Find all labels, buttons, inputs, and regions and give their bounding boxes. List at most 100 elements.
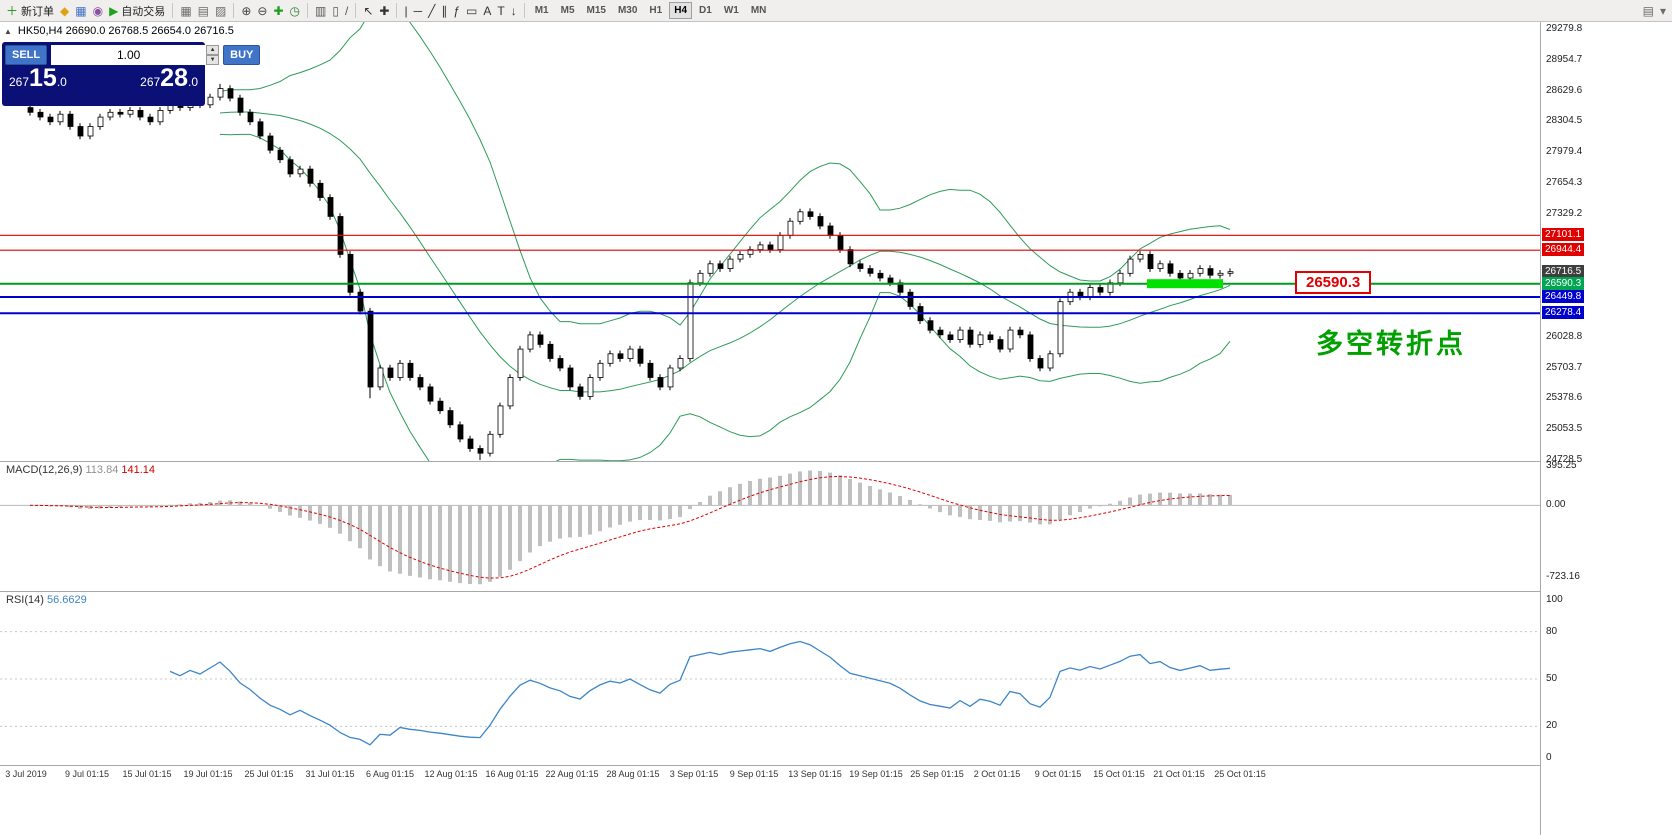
buy-button[interactable]: BUY — [223, 45, 261, 65]
fibonacci-icon[interactable]: ƒ — [450, 2, 463, 20]
one-click-toggle-icon[interactable]: ▲ — [4, 26, 12, 36]
price-tag: 26449.8 — [1542, 290, 1585, 303]
line-chart-icon[interactable]: / — [342, 2, 351, 20]
price-tick: 27979.4 — [1546, 146, 1583, 157]
price-tick: 24728.5 — [1546, 454, 1583, 465]
strategy-tester-icon[interactable]: ◉ — [90, 2, 106, 20]
profiles-icon[interactable]: ▨ — [212, 2, 229, 20]
toolbar-separator — [396, 3, 398, 18]
vertical-line-icon[interactable]: | — [401, 2, 410, 20]
cursor-icon[interactable]: ↖ — [360, 2, 376, 20]
crosshair-icon[interactable]: ✚ — [376, 2, 392, 20]
horizontal-line-objects[interactable] — [0, 234, 1540, 315]
time-label: 15 Jul 01:15 — [122, 769, 172, 779]
price-tag: 27101.1 — [1542, 228, 1585, 241]
zoom-out-icon: ⊖ — [257, 3, 268, 18]
price-tag: 26716.5 — [1542, 265, 1585, 278]
time-label: 16 Aug 01:15 — [485, 769, 539, 779]
price-tick: 28954.7 — [1546, 54, 1583, 65]
shapes-icon[interactable]: ▭ — [463, 2, 480, 20]
time-axis[interactable]: 3 Jul 2019 9 Jul 01:15 15 Jul 01:15 19 Jul … — [0, 766, 1540, 784]
sell-price: 26715.0 — [9, 64, 67, 92]
trendline-icon[interactable]: ╱ — [425, 2, 438, 20]
zoom-in-icon: ⊕ — [241, 3, 252, 18]
price-note-box[interactable]: 26590.3 — [1295, 271, 1372, 294]
new-order-icon: ＋ — [6, 3, 19, 18]
volume-down-button[interactable]: ▼ — [206, 55, 220, 65]
equidistant-channel-icon: ∥ — [441, 3, 448, 18]
expert-advisors-icon[interactable]: ◆ — [57, 2, 72, 20]
autotrading-button[interactable]: ▶ 自动交易 — [106, 2, 168, 20]
tile-windows-icon[interactable]: ▦ — [177, 2, 194, 20]
horizontal-line-icon: ─ — [413, 3, 423, 18]
price-tick: 27329.2 — [1546, 208, 1583, 219]
toolbar-separator — [355, 3, 357, 18]
chart-list-icon[interactable]: ▤ — [1640, 2, 1657, 20]
toolbar-separator — [523, 3, 525, 18]
time-label: 2 Oct 01:15 — [973, 769, 1021, 779]
equidistant-channel-icon[interactable]: ∥ — [438, 2, 450, 20]
price-tag: 26944.4 — [1542, 243, 1585, 256]
rsi-name: RSI(14) — [6, 594, 44, 606]
timeframe-m30-button[interactable]: M30 — [613, 2, 642, 19]
main-toolbar: ＋新订单 ◆ ▦ ◉ ▶ 自动交易 ▦ ▤ ▨ ⊕ ⊖ ✚ ◷ ▥ ▯ / ↖ ✚ | ─ ╱ ∥ ƒ ▭ A T ↓ M1 M5 M15… — [0, 0, 1672, 22]
indicators-icon[interactable]: ✚ — [270, 2, 286, 20]
zoom-out-icon[interactable]: ⊖ — [254, 2, 270, 20]
chart-list-icon: ▤ — [1642, 3, 1654, 18]
time-label: 19 Sep 01:15 — [849, 769, 903, 779]
price-tick: 29279.8 — [1546, 23, 1583, 34]
candlestick-series — [27, 83, 1234, 460]
profiles-icon: ▨ — [215, 3, 227, 18]
toolbar-menu-icon[interactable]: ▾ — [1657, 2, 1669, 20]
text-icon[interactable]: A — [480, 2, 494, 20]
sell-button[interactable]: SELL — [5, 45, 48, 65]
price-tick: 27654.3 — [1546, 177, 1583, 188]
new-order-button[interactable]: ＋新订单 — [3, 2, 57, 20]
new-chart-icon[interactable]: ▤ — [195, 2, 212, 20]
price-tick: 25053.5 — [1546, 423, 1583, 434]
time-label: 9 Jul 01:15 — [64, 769, 110, 779]
bar-chart-icon[interactable]: ▥ — [312, 2, 329, 20]
buy-price: 26728.0 — [140, 64, 198, 92]
cursor-icon: ↖ — [363, 3, 374, 18]
highlight-segment[interactable] — [1147, 279, 1223, 289]
timeframe-d1-button[interactable]: D1 — [694, 2, 717, 19]
volume-up-button[interactable]: ▲ — [206, 45, 220, 55]
one-click-trading-panel: SELL ▲ ▼ BUY 26715.0 26728.0 — [2, 42, 261, 106]
price-tag: 26590.3 — [1542, 277, 1585, 290]
trendline-icon: ╱ — [428, 3, 436, 18]
macd-panel-canvas[interactable] — [0, 462, 1540, 591]
price-chart-canvas[interactable] — [0, 22, 1540, 461]
rsi-panel-canvas[interactable] — [0, 592, 1540, 765]
timeframe-w1-button[interactable]: W1 — [719, 2, 744, 19]
periods-icon[interactable]: ◷ — [287, 2, 303, 20]
timeframe-mn-button[interactable]: MN — [746, 2, 772, 19]
text-label-icon[interactable]: T — [494, 2, 507, 20]
timeframe-m15-button[interactable]: M15 — [582, 2, 611, 19]
text-label-icon: T — [497, 3, 505, 18]
candlestick-chart-icon: ▯ — [332, 3, 339, 18]
chart-annotation-text[interactable]: 多空转折点 — [1316, 329, 1466, 359]
indicators-icon: ✚ — [273, 3, 284, 18]
expert-advisors-icon: ◆ — [60, 3, 70, 18]
new-chart-icon: ▤ — [197, 3, 209, 18]
crosshair-icon: ✚ — [379, 3, 390, 18]
rsi-line — [169, 640, 1231, 746]
volume-input[interactable] — [51, 45, 207, 65]
strategy-tester-icon: ◉ — [92, 3, 104, 18]
panel-separator — [0, 765, 1672, 766]
timeframe-m1-button[interactable]: M1 — [530, 2, 554, 19]
zoom-in-icon[interactable]: ⊕ — [238, 2, 254, 20]
market-watch-icon[interactable]: ▦ — [72, 2, 89, 20]
timeframe-m5-button[interactable]: M5 — [556, 2, 580, 19]
candlestick-chart-icon[interactable]: ▯ — [329, 2, 342, 20]
price-axis[interactable]: 29279.8 28954.7 28629.6 28304.5 27979.4 27654… — [1540, 22, 1672, 835]
timeframe-h1-button[interactable]: H1 — [644, 2, 667, 19]
horizontal-line-icon[interactable]: ─ — [411, 2, 426, 20]
arrow-objects-icon[interactable]: ↓ — [508, 2, 520, 20]
price-tick: 25378.6 — [1546, 392, 1583, 403]
price-tick: 28304.5 — [1546, 115, 1583, 126]
macd-label: MACD(12,26,9) 113.84 141.14 — [6, 464, 155, 476]
timeframe-h4-button[interactable]: H4 — [669, 2, 693, 19]
